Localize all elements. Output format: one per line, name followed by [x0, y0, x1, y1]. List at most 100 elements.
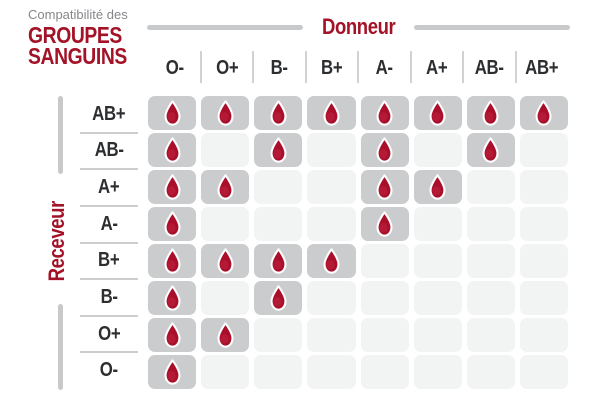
compatibility-cell	[466, 244, 515, 278]
receiver-row-text: O+	[97, 322, 121, 345]
blood-drop-icon	[164, 284, 181, 311]
donor-rule-left	[147, 24, 303, 30]
blood-drop-icon	[482, 136, 499, 163]
compatibility-cell	[466, 207, 515, 241]
compatibility-cell	[360, 244, 409, 278]
receiver-row-labels: AB+ AB- A+ A- B+ B- O+ O-	[80, 96, 138, 389]
compatibility-cell	[519, 96, 568, 130]
compatibility-cell	[307, 170, 356, 204]
compatibility-cell	[254, 281, 303, 315]
receiver-row-text: O-	[99, 359, 118, 382]
compatibility-cell	[519, 207, 568, 241]
receiver-rule-top	[58, 96, 63, 174]
compatibility-cell	[360, 318, 409, 352]
compatibility-cell	[413, 355, 462, 389]
compatibility-cell	[360, 355, 409, 389]
title-subtitle: Compatibilité des	[28, 7, 128, 22]
compatibility-cell	[254, 244, 303, 278]
compatibility-cell	[201, 318, 250, 352]
blood-drop-icon	[482, 99, 499, 126]
compatibility-cell	[254, 96, 303, 130]
compatibility-cell	[307, 133, 356, 167]
blood-drop-icon	[270, 247, 287, 274]
compatibility-cell	[466, 96, 515, 130]
receiver-row-label-0: AB+	[80, 96, 138, 134]
compatibility-cell	[254, 133, 303, 167]
compatibility-cell	[201, 281, 250, 315]
blood-drop-icon	[270, 284, 287, 311]
blood-drop-icon	[270, 99, 287, 126]
compatibility-cell	[519, 355, 568, 389]
compatibility-cell	[148, 281, 197, 315]
donor-column-label: O+	[215, 56, 239, 79]
compatibility-cell	[413, 207, 462, 241]
compatibility-cell	[413, 281, 462, 315]
donor-axis: Donneur	[147, 14, 571, 39]
compatibility-cell	[148, 133, 197, 167]
compatibility-cell	[201, 170, 250, 204]
page-title: Compatibilité des GROUPES SANGUINS	[28, 7, 146, 69]
donor-column-header-4: A-	[357, 50, 411, 86]
compatibility-cell	[413, 133, 462, 167]
donor-column-label: A-	[375, 56, 393, 79]
donor-column-label: B+	[321, 56, 343, 79]
receiver-row-label-6: O+	[80, 316, 138, 353]
donor-axis-label: Donneur	[321, 14, 396, 39]
compatibility-cell	[254, 318, 303, 352]
compatibility-cell	[360, 281, 409, 315]
blood-drop-icon	[376, 210, 393, 237]
compatibility-cell	[360, 96, 409, 130]
compatibility-cell	[413, 244, 462, 278]
compatibility-cell	[254, 355, 303, 389]
compatibility-cell	[466, 355, 515, 389]
blood-drop-icon	[217, 321, 234, 348]
blood-drop-icon	[429, 173, 446, 200]
blood-drop-icon	[217, 99, 234, 126]
receiver-row-text: B-	[100, 285, 118, 308]
donor-column-label: AB+	[525, 56, 559, 79]
compatibility-cell	[307, 355, 356, 389]
blood-drop-icon	[164, 358, 181, 385]
blood-drop-icon	[164, 99, 181, 126]
donor-rule-right	[414, 24, 571, 30]
compatibility-cell	[148, 96, 197, 130]
donor-column-label: A+	[426, 56, 448, 79]
compatibility-cell	[519, 318, 568, 352]
compatibility-cell	[413, 318, 462, 352]
compatibility-cell	[148, 170, 197, 204]
compatibility-cell	[254, 170, 303, 204]
title-line-2: SANGUINS	[28, 43, 127, 69]
blood-drop-icon	[323, 99, 340, 126]
receiver-row-label-4: B+	[80, 243, 138, 280]
receiver-row-text: A+	[98, 176, 120, 199]
blood-drop-icon	[535, 99, 552, 126]
compatibility-cell	[466, 170, 515, 204]
compatibility-cell	[413, 96, 462, 130]
compatibility-cell	[148, 318, 197, 352]
compatibility-cell	[201, 355, 250, 389]
blood-drop-icon	[376, 99, 393, 126]
compatibility-cell	[307, 96, 356, 130]
compatibility-cell	[201, 96, 250, 130]
donor-column-headers: O- O+ B- B+ A- A+ AB- AB+	[148, 50, 568, 86]
compatibility-cell	[307, 281, 356, 315]
blood-drop-icon	[164, 247, 181, 274]
compatibility-cell	[148, 244, 197, 278]
blood-drop-icon	[217, 173, 234, 200]
compatibility-cell	[360, 170, 409, 204]
receiver-axis-label: Receveur	[44, 200, 69, 282]
title-line-1: GROUPES	[28, 22, 122, 48]
compatibility-cell	[307, 318, 356, 352]
compatibility-cell	[519, 244, 568, 278]
blood-drop-icon	[164, 321, 181, 348]
donor-column-label: B-	[270, 56, 288, 79]
compatibility-matrix	[148, 96, 568, 389]
receiver-row-label-5: B-	[80, 279, 138, 317]
compatibility-cell	[307, 244, 356, 278]
blood-drop-icon	[429, 99, 446, 126]
compatibility-cell	[360, 133, 409, 167]
receiver-rule-bottom	[58, 304, 63, 390]
blood-drop-icon	[164, 210, 181, 237]
compatibility-cell	[519, 281, 568, 315]
